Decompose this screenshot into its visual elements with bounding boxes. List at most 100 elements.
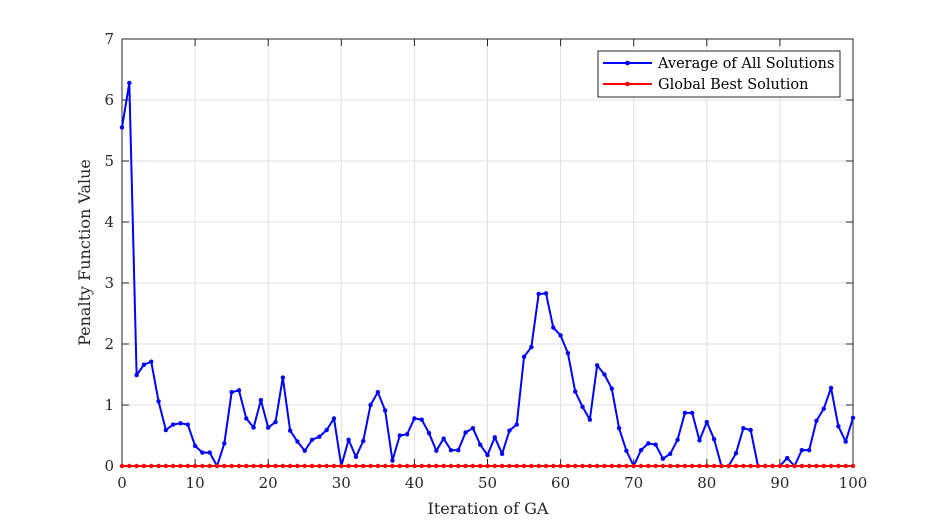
data-point <box>361 438 366 444</box>
data-point <box>412 416 417 421</box>
data-point <box>441 436 446 441</box>
data-point <box>295 463 300 469</box>
data-point <box>339 463 344 469</box>
legend-label-average: Average of All Solutions <box>657 56 834 72</box>
data-point <box>719 463 724 469</box>
legend-marker-average <box>625 60 630 66</box>
data-point <box>163 463 169 469</box>
data-point <box>331 416 337 421</box>
data-point <box>229 463 234 469</box>
data-point <box>200 450 205 455</box>
data-point <box>580 463 585 469</box>
data-point <box>441 463 446 469</box>
data-point <box>244 463 249 469</box>
data-point <box>770 463 775 469</box>
data-point <box>156 399 161 404</box>
data-point <box>287 463 293 469</box>
x-tick-label: 100 <box>839 474 868 492</box>
x-tick-label: 80 <box>697 474 716 492</box>
data-point <box>799 447 805 453</box>
data-point <box>521 354 527 360</box>
data-point <box>434 463 439 469</box>
data-point <box>207 450 212 455</box>
data-point <box>295 439 300 444</box>
data-point <box>287 428 293 433</box>
data-point <box>236 463 242 469</box>
y-tick-label: 1 <box>104 396 114 414</box>
data-point <box>426 430 432 436</box>
series-layer <box>119 80 856 469</box>
data-point <box>660 456 666 461</box>
data-point <box>704 463 709 469</box>
data-point <box>492 435 498 440</box>
data-point <box>587 463 593 469</box>
data-point <box>814 418 819 424</box>
data-point <box>178 421 183 426</box>
data-point <box>507 428 512 433</box>
y-axis-tick-labels: 0 1 2 3 4 5 6 7 <box>104 30 114 475</box>
data-point <box>850 415 856 421</box>
data-point <box>806 463 812 469</box>
data-point <box>536 463 541 469</box>
data-point <box>748 427 753 433</box>
data-point <box>463 463 468 469</box>
data-point <box>412 463 417 469</box>
data-point <box>368 402 373 408</box>
data-point <box>192 463 198 469</box>
data-point <box>594 463 600 469</box>
data-point <box>236 388 242 393</box>
data-point <box>170 422 176 427</box>
y-tick-label: 6 <box>104 91 114 109</box>
data-point <box>616 425 622 431</box>
data-point <box>229 389 234 395</box>
data-point <box>850 463 856 469</box>
x-tick-label: 90 <box>770 474 789 492</box>
data-point <box>280 375 286 380</box>
data-point <box>324 427 329 433</box>
data-point <box>477 442 483 447</box>
data-point <box>843 463 848 469</box>
data-point <box>675 437 680 442</box>
data-point <box>244 416 249 421</box>
data-point <box>733 463 739 469</box>
data-point <box>127 463 132 469</box>
y-tick-label: 4 <box>104 213 114 231</box>
data-point <box>580 404 585 410</box>
data-point <box>185 422 190 427</box>
data-point <box>668 463 673 469</box>
data-point <box>390 463 395 469</box>
x-axis-tick-labels: 0 10 20 30 40 50 60 70 80 90 100 <box>117 474 867 492</box>
data-point <box>587 417 593 422</box>
data-point <box>178 463 183 469</box>
data-point <box>711 463 717 469</box>
data-point <box>163 427 169 433</box>
data-point <box>273 463 278 469</box>
data-point <box>836 463 841 469</box>
data-point <box>134 463 139 469</box>
data-point <box>119 125 125 130</box>
data-point <box>675 463 680 469</box>
data-point <box>361 463 366 469</box>
data-point <box>785 455 790 461</box>
data-point <box>317 463 322 469</box>
data-point <box>258 463 264 469</box>
data-point <box>697 463 702 469</box>
data-point <box>273 419 278 425</box>
x-tick-label: 0 <box>117 474 127 492</box>
data-point <box>456 463 461 469</box>
x-tick-label: 70 <box>624 474 643 492</box>
data-point <box>448 447 454 453</box>
data-point <box>543 291 549 296</box>
data-point <box>302 448 307 453</box>
data-point <box>741 463 746 469</box>
data-point <box>748 463 753 469</box>
data-point <box>521 463 527 469</box>
data-point <box>514 422 519 427</box>
data-point <box>602 372 607 377</box>
data-point <box>222 441 227 446</box>
data-point <box>682 463 688 469</box>
data-point <box>785 463 790 469</box>
y-tick-label: 5 <box>104 152 114 170</box>
data-point <box>404 432 410 437</box>
data-point <box>258 397 264 403</box>
